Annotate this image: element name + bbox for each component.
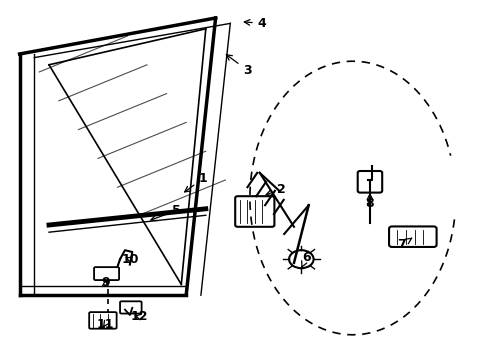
Text: 1: 1: [185, 172, 208, 192]
FancyBboxPatch shape: [235, 196, 274, 227]
Text: 12: 12: [131, 310, 148, 323]
Text: 4: 4: [244, 17, 267, 30]
Text: 5: 5: [151, 204, 181, 221]
Text: 9: 9: [101, 276, 110, 289]
FancyBboxPatch shape: [120, 301, 142, 314]
Text: 3: 3: [226, 55, 252, 77]
FancyBboxPatch shape: [358, 171, 382, 193]
Text: 2: 2: [266, 183, 286, 195]
FancyBboxPatch shape: [89, 312, 117, 329]
Text: 11: 11: [97, 318, 114, 330]
Text: 8: 8: [366, 194, 374, 210]
FancyBboxPatch shape: [94, 267, 119, 280]
Text: 10: 10: [121, 253, 139, 266]
Text: 6: 6: [302, 251, 311, 267]
Text: 7: 7: [397, 238, 412, 251]
FancyBboxPatch shape: [389, 226, 437, 247]
